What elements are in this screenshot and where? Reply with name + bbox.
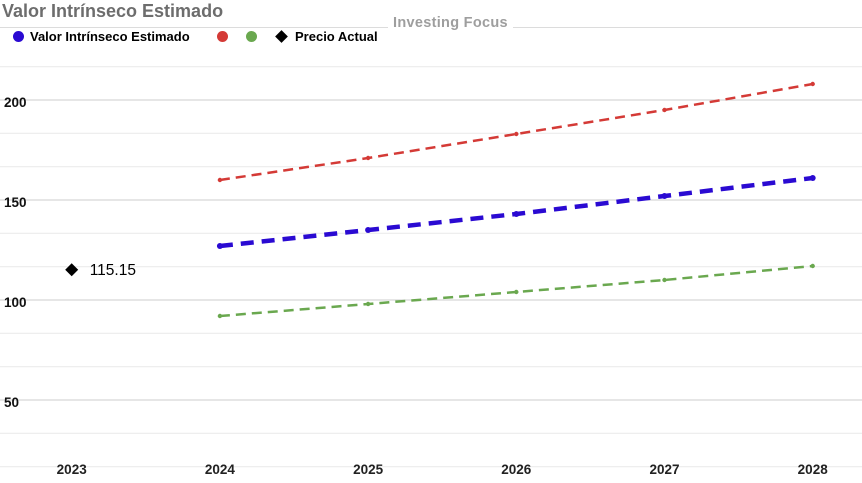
- series-point-1: [810, 81, 815, 87]
- precio-actual-value-label: 115.15: [90, 262, 136, 279]
- series-point-2: [662, 277, 667, 283]
- x-axis-tick-label: 2024: [205, 462, 236, 477]
- series-point-0: [513, 211, 520, 217]
- x-axis-tick-label: 2027: [649, 462, 679, 477]
- series-point-2: [810, 263, 815, 269]
- x-axis-tick-label: 2028: [798, 462, 829, 477]
- watermark-label: Investing Focus: [388, 15, 513, 31]
- legend-label-intrinsic: Valor Intrínseco Estimado: [30, 29, 190, 44]
- series-point-0: [661, 193, 668, 199]
- y-axis-tick-label: 200: [4, 95, 27, 110]
- series-line-1: [219, 82, 813, 182]
- legend-marker-red-circle-icon: [217, 31, 228, 42]
- legend-marker-green-circle-icon: [246, 31, 257, 42]
- series-point-1: [662, 107, 667, 113]
- legend: Valor Intrínseco Estimado Precio Actual: [0, 0, 862, 46]
- series-point-0: [216, 243, 223, 249]
- y-axis-tick-label: 150: [4, 195, 27, 210]
- series-point-1: [514, 131, 519, 137]
- precio-actual-diamond-icon: [65, 263, 79, 277]
- series-point-0: [365, 227, 372, 233]
- y-axis-tick-label: 100: [4, 295, 27, 310]
- series-point-2: [514, 289, 519, 295]
- legend-marker-precio-diamond-icon: [275, 30, 288, 43]
- x-axis-tick-label: 2026: [501, 462, 532, 477]
- series-point-0: [809, 175, 816, 181]
- legend-label-precio-actual: Precio Actual: [295, 29, 378, 44]
- x-axis-tick-label: 2025: [353, 462, 384, 477]
- series-point-2: [217, 313, 223, 319]
- chart-title: Valor Intrínseco Estimado: [2, 1, 224, 21]
- series-point-1: [217, 177, 223, 183]
- series-point-2: [365, 301, 371, 307]
- legend-marker-intrinsic-circle-icon: [13, 31, 24, 42]
- y-axis-tick-label: 50: [4, 395, 19, 410]
- series-point-1: [365, 155, 371, 161]
- x-axis-tick-label: 2023: [57, 462, 88, 477]
